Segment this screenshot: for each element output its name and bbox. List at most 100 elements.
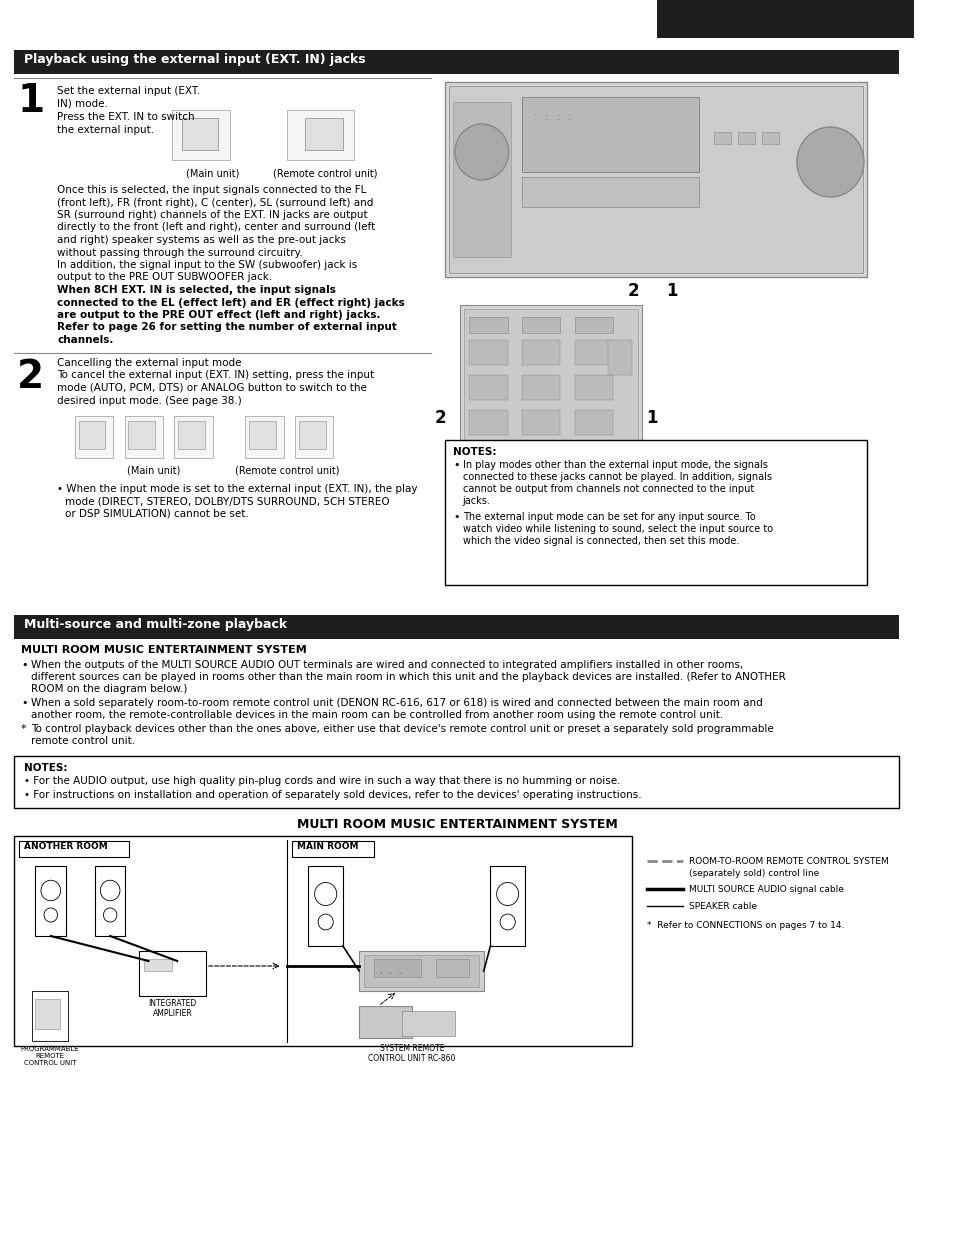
Text: or DSP SIMULATION) cannot be set.: or DSP SIMULATION) cannot be set. — [65, 508, 249, 518]
Text: 2: 2 — [435, 409, 446, 427]
Text: (front left), FR (front right), C (center), SL (surround left) and: (front left), FR (front right), C (cente… — [57, 198, 374, 208]
Bar — [304, 118, 342, 150]
Text: MULTI SOURCE AUDIO signal cable: MULTI SOURCE AUDIO signal cable — [688, 884, 842, 894]
Circle shape — [796, 127, 863, 197]
Text: ENGLISH: ENGLISH — [833, 5, 902, 19]
Text: the external input.: the external input. — [57, 125, 154, 135]
Text: SYSTEM REMOTE
CONTROL UNIT RC-860: SYSTEM REMOTE CONTROL UNIT RC-860 — [368, 1044, 456, 1064]
Bar — [574, 317, 613, 333]
Circle shape — [41, 881, 60, 901]
Text: :: : — [567, 113, 571, 122]
Text: In addition, the signal input to the SW (subwoofer) jack is: In addition, the signal input to the SW … — [57, 260, 357, 270]
Text: • When the input mode is set to the external input (EXT. IN), the play: • When the input mode is set to the exte… — [57, 484, 417, 494]
Bar — [125, 416, 163, 458]
Bar — [14, 836, 632, 1047]
Text: mode (DIRECT, STEREO, DOLBY/DTS SURROUND, 5CH STEREO: mode (DIRECT, STEREO, DOLBY/DTS SURROUND… — [65, 496, 390, 506]
Bar — [359, 1006, 412, 1038]
Text: ANOTHER ROOM: ANOTHER ROOM — [24, 842, 108, 851]
Text: and right) speaker systems as well as the pre-out jacks: and right) speaker systems as well as th… — [57, 235, 346, 245]
Text: • For the AUDIO output, use high quality pin-plug cords and wire in such a way t: • For the AUDIO output, use high quality… — [24, 776, 619, 785]
Text: desired input mode. (See page 38.): desired input mode. (See page 38.) — [57, 396, 242, 406]
Text: jacks.: jacks. — [462, 496, 490, 506]
Text: directly to the front (left and right), center and surround (left: directly to the front (left and right), … — [57, 223, 375, 233]
Bar — [469, 480, 507, 505]
Text: another room, the remote-controllable devices in the main room can be controlled: another room, the remote-controllable de… — [30, 710, 722, 720]
Text: MAIN ROOM: MAIN ROOM — [296, 842, 358, 851]
Bar — [574, 480, 613, 505]
Circle shape — [314, 882, 336, 905]
Bar — [19, 841, 130, 857]
Text: connected to these jacks cannot be played. In addition, signals: connected to these jacks cannot be playe… — [462, 473, 771, 482]
Bar — [445, 440, 866, 585]
Bar — [521, 375, 559, 400]
Circle shape — [455, 124, 508, 181]
Bar — [760, 132, 778, 143]
Bar — [521, 409, 559, 435]
Circle shape — [103, 908, 117, 922]
Bar — [469, 445, 507, 470]
Text: Playback using the external input (EXT. IN) jacks: Playback using the external input (EXT. … — [24, 53, 365, 66]
Text: SPEAKER cable: SPEAKER cable — [688, 902, 756, 910]
Text: 2: 2 — [627, 282, 639, 301]
Bar — [453, 101, 510, 257]
Text: When the outputs of the MULTI SOURCE AUDIO OUT terminals are wired and connected: When the outputs of the MULTI SOURCE AUD… — [30, 661, 742, 670]
Text: ROOM-TO-ROOM REMOTE CONTROL SYSTEM: ROOM-TO-ROOM REMOTE CONTROL SYSTEM — [688, 857, 887, 866]
Text: .: . — [378, 962, 382, 977]
Text: *: * — [21, 724, 27, 734]
Bar — [364, 955, 478, 987]
Bar — [308, 866, 342, 946]
Text: remote control unit.: remote control unit. — [30, 736, 134, 746]
Text: 1: 1 — [17, 82, 45, 120]
Bar — [490, 866, 524, 946]
Bar — [294, 416, 333, 458]
Text: MULTI ROOM MUSIC ENTERTAINMENT SYSTEM: MULTI ROOM MUSIC ENTERTAINMENT SYSTEM — [296, 818, 617, 831]
Text: When 8CH EXT. IN is selected, the input signals: When 8CH EXT. IN is selected, the input … — [57, 285, 336, 294]
Text: (Remote control unit): (Remote control unit) — [234, 465, 339, 475]
Bar — [14, 49, 899, 74]
Bar — [521, 445, 559, 470]
Bar — [737, 132, 754, 143]
Bar — [463, 309, 638, 526]
Bar — [178, 421, 205, 449]
Text: MULTI ROOM MUSIC ENTERTAINMENT SYSTEM: MULTI ROOM MUSIC ENTERTAINMENT SYSTEM — [21, 644, 307, 656]
Bar — [144, 959, 172, 971]
Text: •: • — [21, 661, 28, 670]
Bar — [713, 132, 730, 143]
Text: Set the external input (EXT.: Set the external input (EXT. — [57, 87, 200, 96]
Text: watch video while listening to sound, select the input source to: watch video while listening to sound, se… — [462, 524, 772, 534]
Text: 1: 1 — [665, 282, 677, 301]
Text: *  Refer to CONNECTIONS on pages 7 to 14.: * Refer to CONNECTIONS on pages 7 to 14. — [646, 922, 843, 930]
Bar — [469, 340, 507, 365]
Bar — [374, 959, 421, 977]
Text: are output to the PRE OUT effect (left and right) jacks.: are output to the PRE OUT effect (left a… — [57, 310, 380, 320]
Text: Press the EXT. IN to switch: Press the EXT. IN to switch — [57, 113, 195, 122]
Text: ROOM on the diagram below.): ROOM on the diagram below.) — [30, 684, 187, 694]
Bar — [31, 991, 68, 1042]
Bar — [469, 317, 507, 333]
Bar — [298, 421, 325, 449]
Text: Once this is selected, the input signals connected to the FL: Once this is selected, the input signals… — [57, 186, 367, 195]
Text: :: : — [544, 113, 548, 122]
Text: To control playback devices other than the ones above, either use that device's : To control playback devices other than t… — [30, 724, 773, 734]
Text: (Remote control unit): (Remote control unit) — [274, 168, 377, 178]
Text: which the video signal is connected, then set this mode.: which the video signal is connected, the… — [462, 536, 739, 546]
Bar — [469, 409, 507, 435]
Bar — [78, 421, 105, 449]
Text: different sources can be played in rooms other than the main room in which this : different sources can be played in rooms… — [30, 672, 784, 682]
Bar — [292, 841, 374, 857]
Text: output to the PRE OUT SUBWOOFER jack.: output to the PRE OUT SUBWOOFER jack. — [57, 272, 273, 282]
Bar — [574, 340, 613, 365]
Text: IN) mode.: IN) mode. — [57, 99, 109, 109]
Bar — [449, 87, 862, 273]
Text: To cancel the external input (EXT. IN) setting, press the input: To cancel the external input (EXT. IN) s… — [57, 371, 375, 381]
Text: channels.: channels. — [57, 335, 113, 345]
Bar — [436, 959, 469, 977]
Text: (Main unit): (Main unit) — [127, 465, 180, 475]
Bar — [445, 82, 866, 277]
Text: •: • — [453, 460, 459, 470]
Bar — [14, 615, 899, 640]
Bar — [608, 340, 632, 375]
Bar — [521, 177, 699, 207]
Bar — [657, 0, 913, 38]
Bar — [35, 999, 60, 1029]
